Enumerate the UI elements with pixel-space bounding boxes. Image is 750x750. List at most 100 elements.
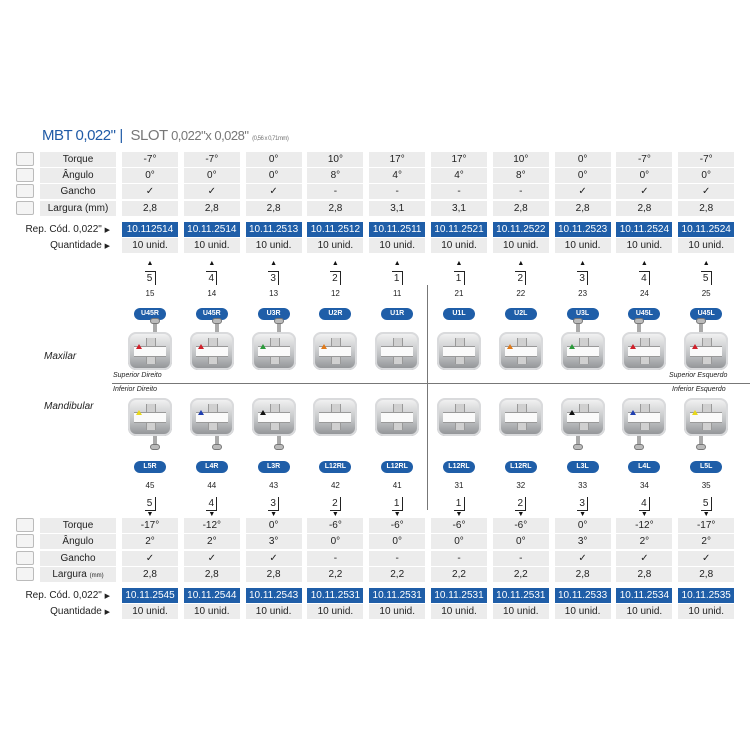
lower-codes-cell[interactable]: 10.11.2533 — [554, 588, 611, 603]
upper-codes-cell[interactable]: 10.11.2511 — [369, 222, 426, 237]
badge-wrap: U2L — [491, 302, 551, 320]
bracket-code-badge: U3R — [257, 308, 290, 320]
lower-row-codes: Rep. Cód. 0,022" ▶ 10.11.2545 10.11.2544 10… — [0, 588, 750, 603]
upper-codes-cell[interactable]: 10.11.2524 — [678, 222, 735, 237]
tooth-number: 31 — [454, 481, 464, 490]
upper-row-torque: Torque -7° -7° 0° 10° 17° 17° 10° 0° -7° -7° — [0, 152, 750, 167]
upper-quantidade-cell: 10 unid. — [616, 238, 673, 253]
bracket-code-badge: U45R — [134, 308, 166, 320]
hook-icon — [696, 318, 707, 332]
row-label-text: Largura — [52, 569, 87, 580]
bracket-image — [251, 398, 296, 436]
upper-torque-cell: 17° — [369, 152, 426, 167]
upper-quantidade-cell: 10 unid. — [492, 238, 549, 253]
lower-codes-cell[interactable]: 10.11.2534 — [616, 588, 673, 603]
lower-row-angulo: Ângulo 2° 2° 3° 0° 0° 0° 0° 3° 2° 2° — [0, 534, 750, 549]
upper-angulo-cell: 4° — [431, 168, 487, 183]
lower-label-quantidade: Quantidade ▶ — [4, 604, 110, 619]
row-label-text: Quantidade — [50, 606, 102, 617]
upper-codes-cell[interactable]: 10.112514 — [122, 222, 178, 237]
upper-row-quantidade: Quantidade ▶ 10 unid. 10 unid. 10 unid. 10 u… — [0, 238, 750, 253]
hook-shaft — [276, 322, 281, 332]
upper-tooth-25: ▲ 5 25 U45L — [676, 260, 736, 320]
lower-quantidade-cell: 10 unid. — [616, 604, 673, 619]
hook-ball — [696, 444, 707, 450]
upper-angulo-cell: 0° — [122, 168, 178, 183]
lower-tooth-44: L4R 44 4 ▼ — [182, 455, 242, 519]
lower-codes-cell[interactable]: 10.11.2535 — [678, 588, 735, 603]
tooth-number: 21 — [454, 289, 464, 298]
lower-largura-cell: 2,8 — [678, 567, 735, 582]
arrow-down-icon: ▼ — [517, 511, 525, 518]
bracket-slot — [566, 412, 599, 423]
tooth-position-box: 5 — [676, 268, 736, 286]
arrow-down-icon: ▼ — [270, 511, 278, 518]
bracket-id-marker-icon — [568, 410, 575, 415]
lower-codes-cell[interactable]: 10.11.2531 — [492, 588, 549, 603]
badge-wrap: L12RL — [305, 455, 365, 473]
upper-torque-cell: -7° — [678, 152, 735, 167]
upper-codes-cell[interactable]: 10.11.2514 — [183, 222, 240, 237]
tooth-position-box: 2 — [491, 268, 551, 286]
midline-divider — [427, 285, 428, 510]
hook-ball — [696, 318, 707, 324]
upper-codes-cell[interactable]: 10.11.2513 — [245, 222, 302, 237]
badge-wrap: L12RL — [429, 455, 489, 473]
hook-icon — [150, 318, 160, 332]
bracket-id-marker-icon — [692, 410, 699, 415]
bracket-slot — [566, 346, 599, 357]
badge-wrap: U3R — [244, 302, 304, 320]
lower-codes-cell[interactable]: 10.11.2545 — [122, 588, 178, 603]
upper-codes-cell[interactable]: 10.11.2524 — [616, 222, 673, 237]
upper-tooth-23: ▲ 3 23 U3L — [553, 260, 613, 320]
bracket-code-badge: U1R — [381, 308, 414, 320]
upper-label-torque: Torque — [40, 152, 116, 167]
lower-codes-cell[interactable]: 10.11.2531 — [307, 588, 364, 603]
hook-icon — [273, 318, 284, 332]
upper-quantidade-cell: 10 unid. — [554, 238, 611, 253]
arch-label-upper: Maxilar — [44, 351, 77, 362]
bracket-slot — [381, 346, 414, 357]
upper-angulo-cell: 0° — [554, 168, 611, 183]
quadrant-lower-left: Inferior Esquerdo — [672, 386, 726, 393]
arrow-down-icon: ▼ — [146, 511, 154, 518]
lower-largura-cell: 2,2 — [492, 567, 549, 582]
tooth-number: 41 — [392, 481, 402, 490]
width-icon — [16, 201, 34, 215]
bracket-image — [560, 332, 605, 370]
tooth-number: 44 — [207, 481, 217, 490]
upper-codes-cell[interactable]: 10.11.2523 — [554, 222, 611, 237]
lower-largura-cell: 2,8 — [616, 567, 673, 582]
lower-codes-cell[interactable]: 10.11.2531 — [431, 588, 487, 603]
upper-codes-cell[interactable]: 10.11.2521 — [431, 222, 487, 237]
lower-quantidade-cell: 10 unid. — [492, 604, 549, 619]
lower-torque-cell: -12° — [183, 518, 240, 533]
row-label-text: Gancho — [60, 553, 96, 564]
row-label-text: Ângulo — [62, 170, 94, 181]
bracket-id-marker-icon — [197, 344, 204, 349]
lower-torque-cell: -17° — [678, 518, 735, 533]
hook-ball — [273, 318, 284, 324]
torque-profile-icon — [16, 518, 34, 532]
badge-wrap: U2R — [305, 302, 365, 320]
upper-codes-cell[interactable]: 10.11.2522 — [492, 222, 549, 237]
lower-row-quantidade: Quantidade ▶ 10 unid. 10 unid. 10 unid. 10 u… — [0, 604, 750, 619]
hook-shaft — [214, 436, 219, 446]
bracket-slot — [443, 412, 475, 423]
badge-wrap: U45R — [182, 302, 242, 320]
tooth-position-box: 3 — [244, 268, 304, 286]
lower-codes-cell[interactable]: 10.11.2544 — [183, 588, 240, 603]
upper-largura-cell: 3,1 — [431, 201, 487, 216]
arrow-down-icon: ▼ — [579, 511, 587, 518]
upper-codes-cell[interactable]: 10.11.2512 — [307, 222, 364, 237]
upper-quantidade-cell: 10 unid. — [245, 238, 302, 253]
lower-codes-cell[interactable]: 10.11.2531 — [369, 588, 426, 603]
bracket-code-badge: U2L — [504, 308, 537, 320]
row-label-text: Torque — [62, 520, 94, 531]
badge-wrap: L4L — [614, 455, 674, 473]
lower-codes-cell[interactable]: 10.11.2543 — [245, 588, 302, 603]
tooth-number: 34 — [639, 481, 649, 490]
upper-tooth-21: ▲ 1 21 U1L — [429, 260, 489, 320]
hook-shaft — [699, 322, 704, 332]
upper-angulo-cell: 4° — [369, 168, 426, 183]
